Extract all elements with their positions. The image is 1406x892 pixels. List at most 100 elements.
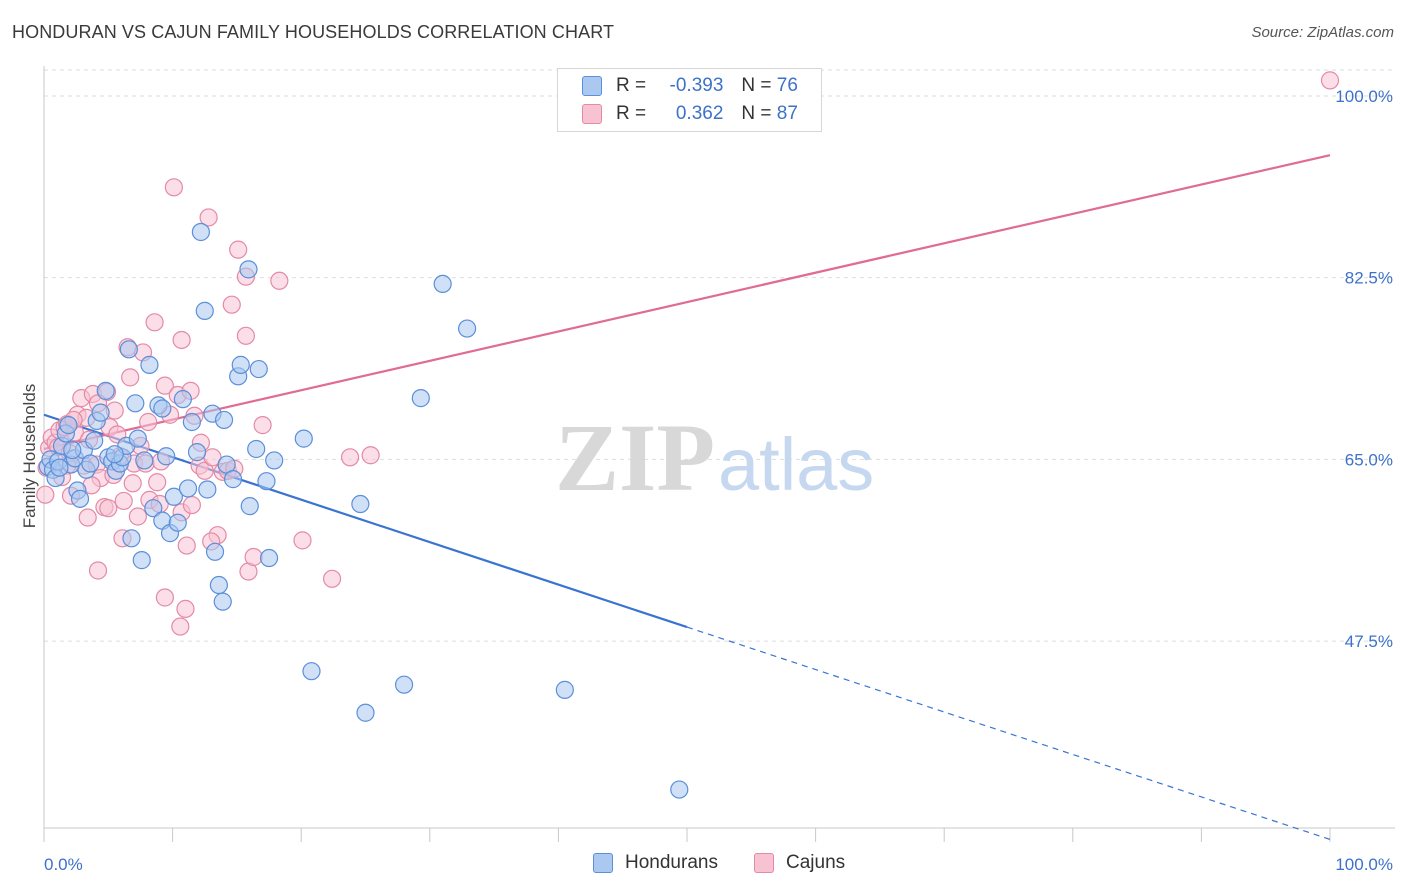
chart-title: HONDURAN VS CAJUN FAMILY HOUSEHOLDS CORR…	[12, 22, 615, 42]
cajun-point	[171, 617, 190, 636]
cajun-point	[88, 561, 108, 580]
honduran-point	[259, 548, 279, 568]
honduran-point	[85, 431, 104, 450]
legend-swatch-cajuns	[582, 104, 602, 124]
honduran-point	[157, 447, 176, 466]
honduran-point	[187, 443, 207, 462]
cajun-point	[78, 508, 97, 527]
cajun-point	[340, 448, 360, 467]
data-points	[36, 71, 1340, 799]
honduran-point	[70, 489, 90, 508]
cajun-point	[176, 599, 195, 619]
honduran-point	[178, 479, 198, 498]
cajun-point	[114, 491, 133, 511]
y-tick-label: 47.5%	[1345, 632, 1393, 651]
honduran-point	[294, 429, 313, 448]
legend-r-value: -0.393	[669, 75, 724, 96]
honduran-point	[433, 274, 452, 294]
legend-swatch-cajuns	[754, 853, 774, 873]
legend-item-cajuns[interactable]: Cajuns	[754, 852, 845, 874]
honduran-point	[240, 497, 259, 516]
honduran-point	[135, 451, 154, 470]
cajun-point	[155, 588, 174, 607]
source-label: Source: ZipAtlas.com	[1251, 24, 1394, 41]
cajun-point	[229, 240, 248, 259]
cajun-point	[128, 507, 147, 526]
legend-row-hondurans: R = -0.393 N = 76	[582, 73, 798, 99]
honduran-point	[128, 429, 147, 448]
y-tick-label: 82.5%	[1345, 269, 1393, 288]
honduran-point	[119, 340, 138, 359]
honduran-point	[257, 472, 276, 491]
honduran-point	[214, 410, 234, 430]
cajun-point	[182, 495, 201, 515]
cajun-point	[121, 368, 140, 387]
cajun-point	[199, 208, 218, 227]
honduran-point	[351, 494, 370, 514]
cajun-point	[244, 547, 263, 567]
cajun-point	[177, 536, 196, 555]
legend-n-label: N =	[741, 103, 772, 124]
x-tick-label: 100.0%	[1335, 855, 1393, 874]
tick-labels: 47.5% 65.0% 82.5% 100.0% 0.0% 100.0%	[44, 87, 1393, 874]
cajun-point	[293, 531, 312, 550]
cajun-point	[361, 446, 380, 465]
honduran-point	[144, 499, 163, 518]
honduran-trend-line	[43, 413, 688, 629]
honduran-point	[195, 301, 214, 320]
honduran-point	[198, 480, 217, 499]
honduran-point	[223, 470, 243, 489]
honduran-point	[457, 319, 477, 338]
cajun-point	[1320, 71, 1340, 90]
honduran-point	[168, 513, 187, 532]
legend-n-value: 87	[776, 103, 798, 124]
cajun-point	[172, 330, 191, 350]
y-tick-label: 65.0%	[1345, 450, 1393, 469]
honduran-point	[50, 458, 69, 477]
x-tick-label: 0.0%	[44, 855, 83, 874]
cajun-point	[270, 271, 289, 290]
honduran-point	[91, 403, 110, 422]
cajun-point	[99, 499, 118, 518]
honduran-point	[191, 222, 210, 242]
honduran-point	[63, 440, 82, 460]
honduran-point	[205, 542, 225, 561]
honduran-point	[302, 662, 321, 681]
honduran-point	[132, 551, 151, 570]
watermark-atlas: atlas	[718, 423, 874, 506]
watermark-zip: ZIP	[555, 404, 715, 511]
honduran-point	[209, 575, 228, 595]
y-tick-label: 100.0%	[1335, 87, 1393, 106]
legend-item-hondurans[interactable]: Hondurans	[593, 852, 718, 874]
legend-swatch-hondurans	[593, 853, 613, 873]
cajun-point	[195, 461, 214, 480]
honduran-point	[265, 451, 284, 470]
cajun-point	[36, 485, 55, 504]
cajun-point	[155, 376, 174, 395]
series-legend: Hondurans Cajuns	[0, 852, 1406, 878]
honduran-point	[394, 675, 414, 694]
legend-r-value: 0.362	[675, 103, 724, 124]
honduran-point	[411, 389, 430, 408]
legend-r-label: R =	[616, 75, 647, 96]
cajun-point	[139, 412, 158, 432]
honduran-point	[239, 260, 258, 279]
correlation-legend: R = -0.393 N = 76 R = 0.362 N = 87	[557, 68, 822, 132]
cajun-point	[253, 416, 272, 435]
honduran-point	[555, 680, 574, 699]
watermark: ZIP atlas	[555, 404, 874, 511]
cajun-trend-line	[43, 154, 1331, 451]
honduran-point	[182, 412, 201, 432]
honduran-point	[96, 381, 115, 400]
cajun-point	[222, 295, 241, 314]
honduran-point	[213, 592, 232, 611]
honduran-point	[249, 359, 268, 379]
honduran-point	[356, 703, 375, 722]
trend-lines	[43, 154, 1331, 840]
cajun-point	[145, 313, 164, 332]
honduran-point	[670, 780, 689, 799]
honduran-point	[105, 445, 124, 464]
honduran-point	[247, 439, 266, 459]
cajun-point	[123, 474, 142, 493]
